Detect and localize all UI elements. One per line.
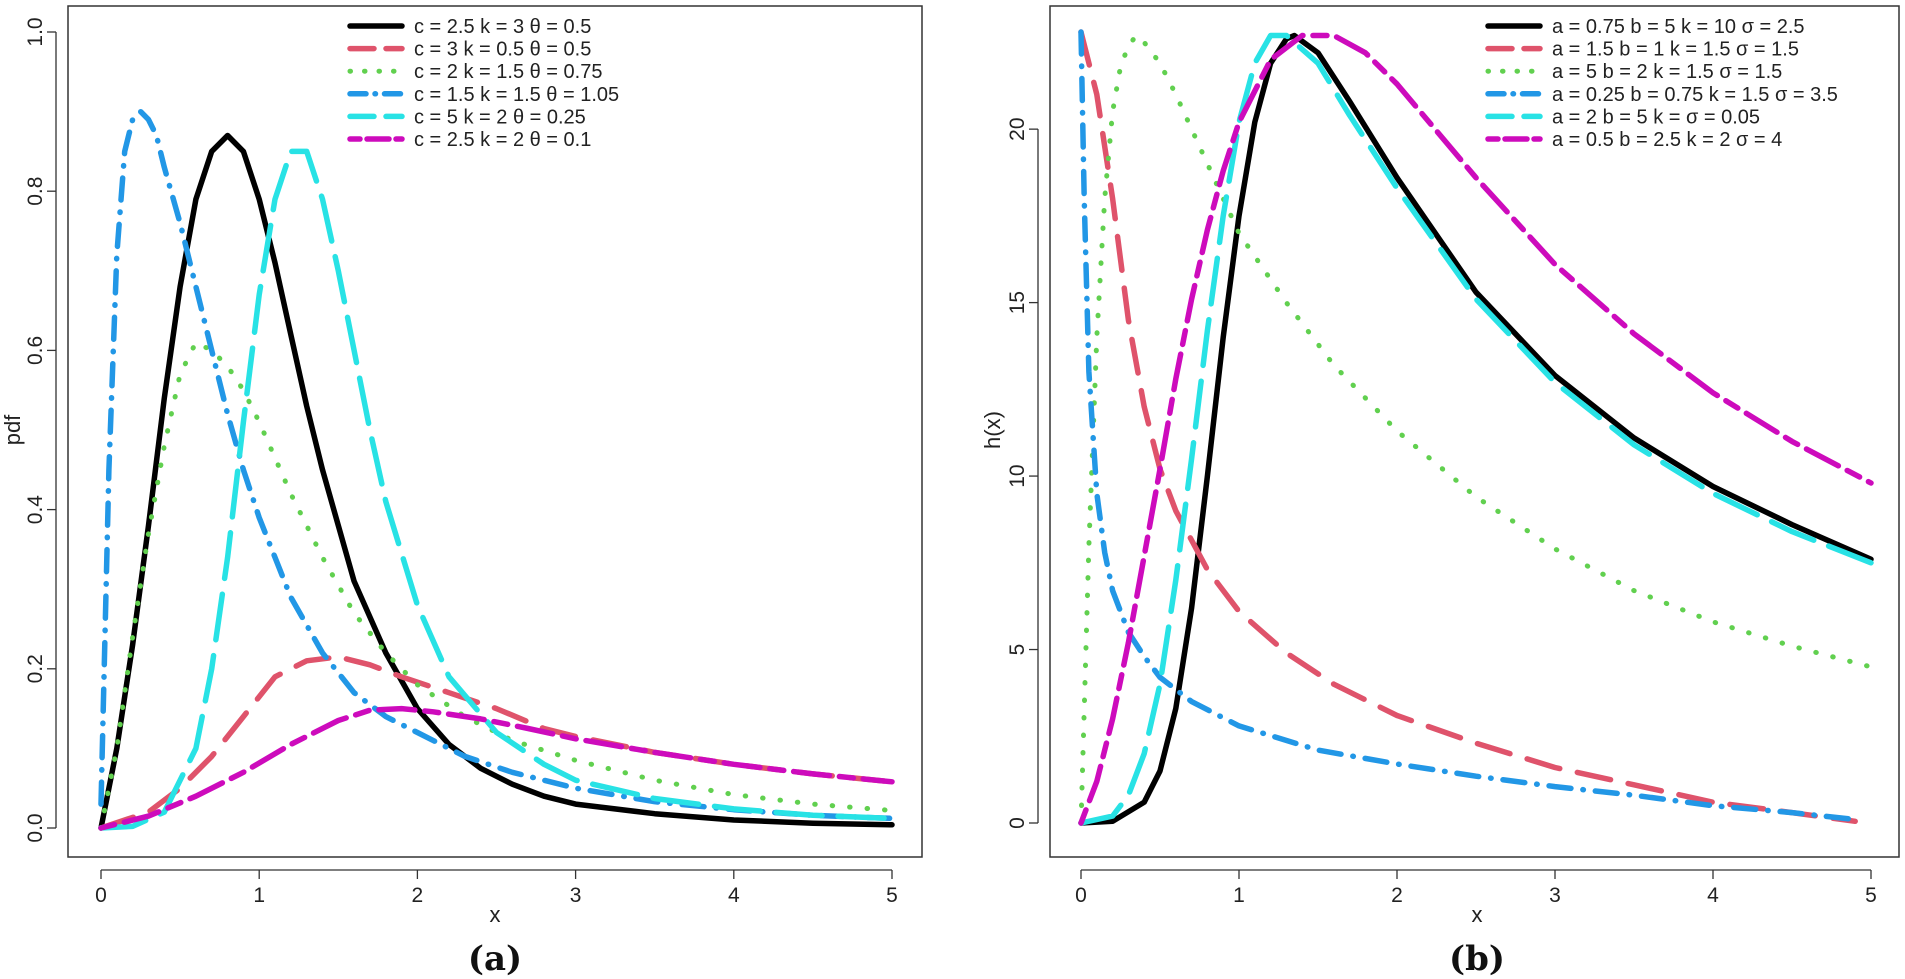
legend-label: c = 3 k = 0.5 θ = 0.5 [414, 39, 591, 61]
panel-a: 0 1 2 3 4 5 0.0 0.2 0.4 0.6 0.8 1.0 c = 2.5 k = 3 θ… [0, 5, 923, 979]
series-line [98, 132, 895, 831]
x-axis-label: x [490, 902, 501, 927]
x-tick-label: 3 [1549, 884, 1561, 907]
series-layer [98, 108, 895, 831]
y-tick-label: 0.4 [24, 495, 47, 525]
y-axis-label: h(x) [980, 411, 1005, 449]
x-tick-label: 4 [1707, 884, 1719, 907]
plot-frame [67, 5, 923, 858]
panel-b: 0 1 2 3 4 5 0 5 10 15 20 a = 0.75 b = 5 k = 10 σ =… [980, 5, 1900, 979]
y-tick-label: 20 [1006, 117, 1029, 140]
series-layer [1078, 29, 1874, 826]
series-line [1078, 32, 1874, 826]
series-line [98, 654, 895, 831]
x-tick-label: 4 [728, 884, 740, 907]
legend: a = 0.75 b = 5 k = 10 σ = 2.5a = 1.5 b =… [1485, 16, 1838, 151]
legend-label: a = 0.25 b = 0.75 k = 1.5 σ = 3.5 [1552, 84, 1838, 106]
legend: c = 2.5 k = 3 θ = 0.5c = 3 k = 0.5 θ = 0… [347, 16, 619, 151]
x-axis-label: x [1472, 902, 1483, 927]
legend-label: a = 1.5 b = 1 k = 1.5 σ = 1.5 [1552, 39, 1799, 61]
legend-label: c = 1.5 k = 1.5 θ = 1.05 [414, 84, 619, 106]
x-tick-label: 2 [1391, 884, 1403, 907]
legend-label: c = 2 k = 1.5 θ = 0.75 [414, 61, 602, 83]
series-line [98, 339, 895, 831]
y-tick-label: 0 [1006, 817, 1029, 829]
x-tick-label: 1 [253, 884, 265, 907]
series-line [1078, 29, 1858, 825]
x-tick-label: 1 [1233, 884, 1245, 907]
ticks-layer: 0 1 2 3 4 5 0.0 0.2 0.4 0.6 0.8 1.0 [24, 17, 898, 907]
panel-caption: (a) [468, 939, 522, 979]
legend-label: a = 2 b = 5 k = σ = 0.05 [1552, 106, 1760, 128]
y-tick-label: 0.8 [24, 177, 47, 206]
y-axis-label: pdf [0, 414, 25, 445]
y-tick-label: 10 [1006, 464, 1029, 487]
panel-caption: (b) [1449, 939, 1505, 979]
y-tick-label: 0.6 [24, 336, 47, 365]
legend-label: c = 2.5 k = 2 θ = 0.1 [414, 129, 591, 151]
legend-label: c = 5 k = 2 θ = 0.25 [414, 106, 586, 128]
y-tick-label: 0.2 [24, 654, 47, 683]
legend-label: a = 0.5 b = 2.5 k = 2 σ = 4 [1552, 129, 1782, 151]
y-tick-label: 0.0 [24, 813, 47, 842]
series-line [1078, 29, 1858, 823]
y-tick-label: 15 [1006, 291, 1029, 314]
legend-label: a = 0.75 b = 5 k = 10 σ = 2.5 [1552, 16, 1805, 38]
x-tick-label: 0 [1075, 884, 1087, 907]
ticks-layer: 0 1 2 3 4 5 0 5 10 15 20 [1006, 117, 1877, 907]
x-tick-label: 3 [570, 884, 582, 907]
series-line [98, 148, 895, 831]
series-line [1078, 32, 1874, 826]
series-line [98, 108, 895, 822]
x-tick-label: 5 [886, 884, 898, 907]
legend-label: a = 5 b = 2 k = 1.5 σ = 1.5 [1552, 61, 1782, 83]
plot-frame [1049, 5, 1900, 858]
series-line [98, 705, 895, 831]
x-tick-label: 0 [95, 884, 107, 907]
x-tick-label: 2 [412, 884, 424, 907]
legend-label: c = 2.5 k = 3 θ = 0.5 [414, 16, 591, 38]
y-tick-label: 1.0 [24, 17, 47, 46]
y-tick-label: 5 [1006, 644, 1029, 656]
x-tick-label: 5 [1865, 884, 1877, 907]
